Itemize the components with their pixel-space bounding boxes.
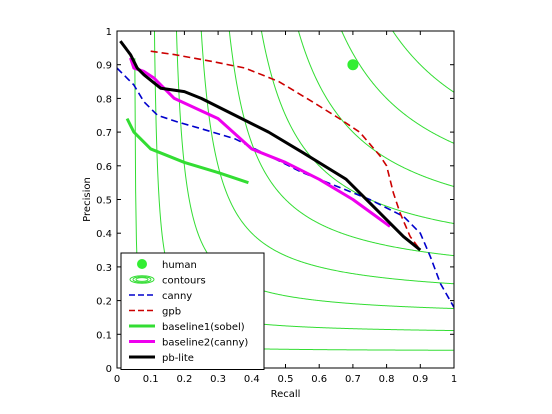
y-tick-label: 0.4	[96, 229, 112, 240]
y-tick-label: 0.7	[96, 128, 112, 139]
x-axis-label: Recall	[271, 389, 301, 400]
y-tick-label: 0.2	[96, 297, 112, 308]
x-tick-label: 0.9	[412, 374, 428, 385]
y-tick-label: 0	[106, 364, 112, 375]
f-contour-7	[297, 31, 454, 187]
legend-contour-ring	[135, 277, 149, 282]
y-tick-label: 0.9	[96, 61, 112, 72]
x-tick-label: 0.4	[244, 374, 260, 385]
legend-label-baseline2-canny: baseline2(canny)	[162, 338, 248, 349]
legend-label-canny: canny	[162, 291, 192, 302]
gpb-line	[150, 50, 421, 251]
f-contour-5	[228, 31, 454, 257]
y-tick-label: 1	[106, 27, 112, 38]
x-tick-label: 0	[114, 374, 120, 385]
baseline1-sobel-line	[125, 117, 249, 185]
x-tick-label: 0.7	[345, 374, 361, 385]
pb-lite-line	[119, 40, 422, 252]
y-tick-label: 0.5	[96, 196, 112, 207]
y-axis-label: Precision	[82, 177, 93, 222]
legend-label-contours: contours	[162, 276, 206, 287]
legend-label-pb-lite: pb-lite	[162, 353, 194, 364]
legend-label-human: human	[162, 260, 197, 271]
legend-box	[120, 252, 265, 370]
legend-contour-ring	[132, 276, 152, 283]
y-tick-label: 0.8	[96, 94, 112, 105]
x-tick-label: 0.6	[311, 374, 327, 385]
x-tick-label: 0.2	[176, 374, 192, 385]
f-contour-9	[392, 31, 454, 93]
legend-label-gpb: gpb	[162, 307, 181, 318]
y-tick-label: 0.3	[96, 263, 112, 274]
human-point	[347, 59, 359, 71]
legend: human contours canny gpb baseline1(sobel) bas…	[120, 252, 265, 370]
x-tick-label: 0.8	[379, 374, 395, 385]
legend-swatch-contours	[129, 275, 155, 284]
f-contour-6	[260, 31, 454, 224]
x-tick-label: 0.3	[210, 374, 226, 385]
y-tick-label: 0.6	[96, 162, 112, 173]
legend-label-baseline1-sobel: baseline1(sobel)	[162, 322, 245, 333]
x-tick-label: 0.1	[143, 374, 159, 385]
x-tick-label: 0.5	[278, 374, 294, 385]
canny-line	[117, 67, 454, 308]
x-tick-label: 1	[451, 374, 457, 385]
f-contour-8	[341, 31, 454, 144]
legend-contour-ring	[129, 275, 155, 284]
f-contour-4	[200, 31, 454, 285]
series-layer	[117, 40, 454, 308]
y-tick-label: 0.1	[96, 330, 112, 341]
legend-swatch-human	[137, 259, 147, 269]
